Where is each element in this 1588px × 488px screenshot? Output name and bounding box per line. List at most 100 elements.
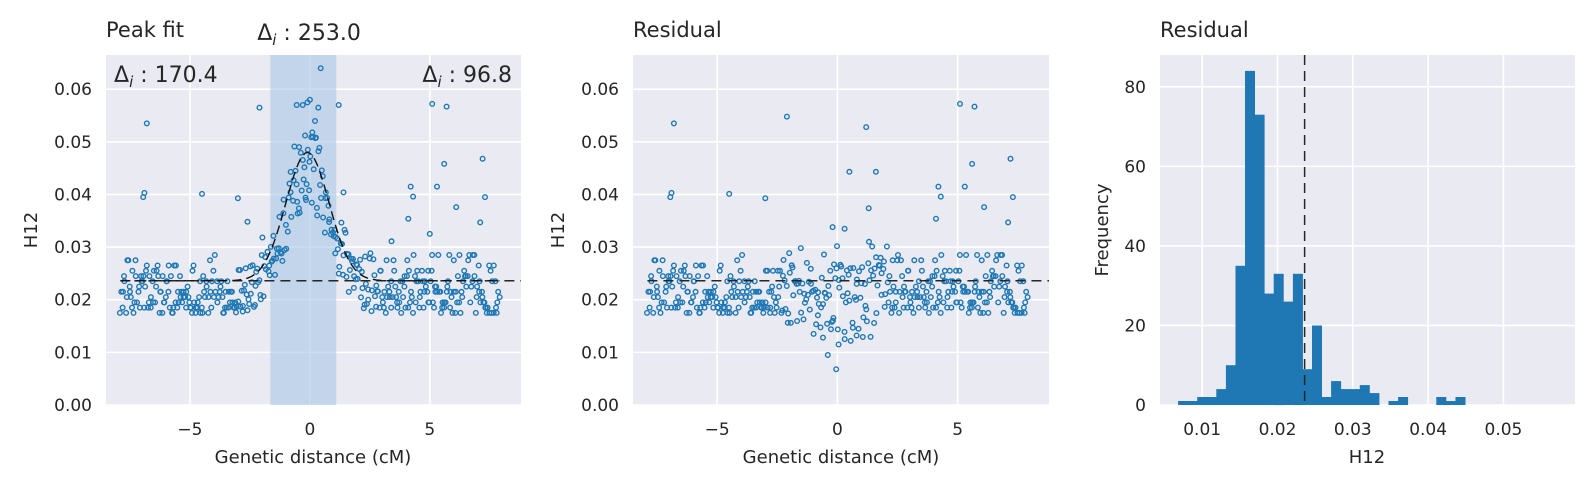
x-tick-label: 0.01 xyxy=(1183,420,1221,440)
scatter-point xyxy=(933,267,940,274)
scatter-point xyxy=(405,215,412,222)
scatter-point xyxy=(680,267,687,274)
scatter-point xyxy=(270,255,277,262)
scatter-point xyxy=(211,251,218,258)
scatter-point xyxy=(377,267,384,274)
scatter-point xyxy=(769,283,776,290)
y-tick-label: 0.03 xyxy=(581,238,619,258)
scatter-point xyxy=(849,324,856,331)
scatter-point xyxy=(380,304,387,311)
scatter-point xyxy=(815,289,822,296)
scatter-point xyxy=(487,267,494,274)
scatter-point xyxy=(288,213,295,220)
scatter-point xyxy=(702,299,709,306)
scatter-point xyxy=(119,304,126,311)
scatter-point xyxy=(162,294,169,301)
scatter-point xyxy=(692,288,699,295)
scatter-point xyxy=(336,263,343,270)
x-tick-label: 5 xyxy=(424,420,435,440)
scatter-point xyxy=(726,309,733,316)
scatter-point xyxy=(370,256,377,263)
scatter-point xyxy=(961,183,968,190)
scatter-point xyxy=(296,209,303,216)
scatter-point xyxy=(383,257,390,264)
scatter-point xyxy=(956,267,963,274)
scatter-point xyxy=(659,273,666,280)
histogram-bar xyxy=(1245,70,1255,406)
scatter-point xyxy=(130,309,137,316)
scatter-point xyxy=(259,234,266,241)
scatter-point xyxy=(467,299,474,306)
scatter-point xyxy=(438,309,445,316)
scatter-point xyxy=(801,299,808,306)
scatter-point xyxy=(343,273,350,280)
scatter-point xyxy=(787,319,794,326)
peak-fit-ylabel: H12 xyxy=(21,212,42,248)
scatter-point xyxy=(995,299,1002,306)
scatter-point xyxy=(316,144,323,151)
scatter-point xyxy=(987,294,994,301)
scatter-point xyxy=(657,309,664,316)
scatter-point xyxy=(782,306,789,313)
delta-right-annotation: Δi : 96.8 xyxy=(422,63,512,91)
scatter-point xyxy=(907,299,914,306)
scatter-point xyxy=(1021,309,1028,316)
scatter-point xyxy=(315,148,322,155)
scatter-point xyxy=(798,309,805,316)
y-tick-label: 0.05 xyxy=(54,133,92,153)
scatter-point xyxy=(346,267,353,274)
scatter-point xyxy=(174,288,181,295)
scatter-point xyxy=(873,310,880,317)
scatter-point xyxy=(136,283,143,290)
scatter-point xyxy=(887,288,894,295)
scatter-point xyxy=(803,259,810,266)
scatter-point xyxy=(717,262,724,269)
scatter-point xyxy=(739,251,746,258)
scatter-point xyxy=(320,214,327,221)
scatter-point xyxy=(394,304,401,311)
scatter-point xyxy=(335,101,342,108)
y-tick-label: 0.00 xyxy=(581,396,619,416)
scatter-point xyxy=(146,273,153,280)
scatter-point xyxy=(856,268,863,275)
scatter-point xyxy=(885,299,892,306)
scatter-point xyxy=(783,113,790,120)
scatter-point xyxy=(1006,288,1013,295)
scatter-point xyxy=(716,267,723,274)
scatter-point xyxy=(125,257,132,264)
scatter-point xyxy=(644,309,651,316)
histogram-bar xyxy=(1369,393,1380,405)
scatter-point xyxy=(429,299,436,306)
residual-scatter-xlabel: Genetic distance (cM) xyxy=(743,447,940,468)
scatter-point xyxy=(938,251,945,258)
scatter-point xyxy=(308,199,315,206)
scatter-point xyxy=(169,309,176,316)
scatter-point xyxy=(360,305,367,312)
scatter-point xyxy=(362,253,369,260)
scatter-point xyxy=(889,304,896,311)
scatter-point xyxy=(981,299,988,306)
scatter-point xyxy=(661,299,668,306)
histogram-bar xyxy=(1187,401,1198,405)
scatter-point xyxy=(828,326,835,333)
scatter-point xyxy=(453,204,460,211)
scatter-point xyxy=(448,294,455,301)
scatter-point xyxy=(674,304,681,311)
scatter-point xyxy=(686,309,693,316)
scatter-point xyxy=(768,288,775,295)
scatter-point xyxy=(317,181,324,188)
scatter-point xyxy=(461,267,468,274)
scatter-point xyxy=(813,321,820,328)
scatter-point xyxy=(892,299,899,306)
scatter-point xyxy=(412,299,419,306)
scatter-point xyxy=(482,194,489,201)
scatter-point xyxy=(401,283,408,290)
scatter-point xyxy=(902,288,909,295)
scatter-point xyxy=(398,309,405,316)
scatter-point xyxy=(754,299,761,306)
scatter-point xyxy=(359,285,366,292)
scatter-point xyxy=(298,187,305,194)
scatter-point xyxy=(668,304,675,311)
scatter-point xyxy=(847,337,854,344)
